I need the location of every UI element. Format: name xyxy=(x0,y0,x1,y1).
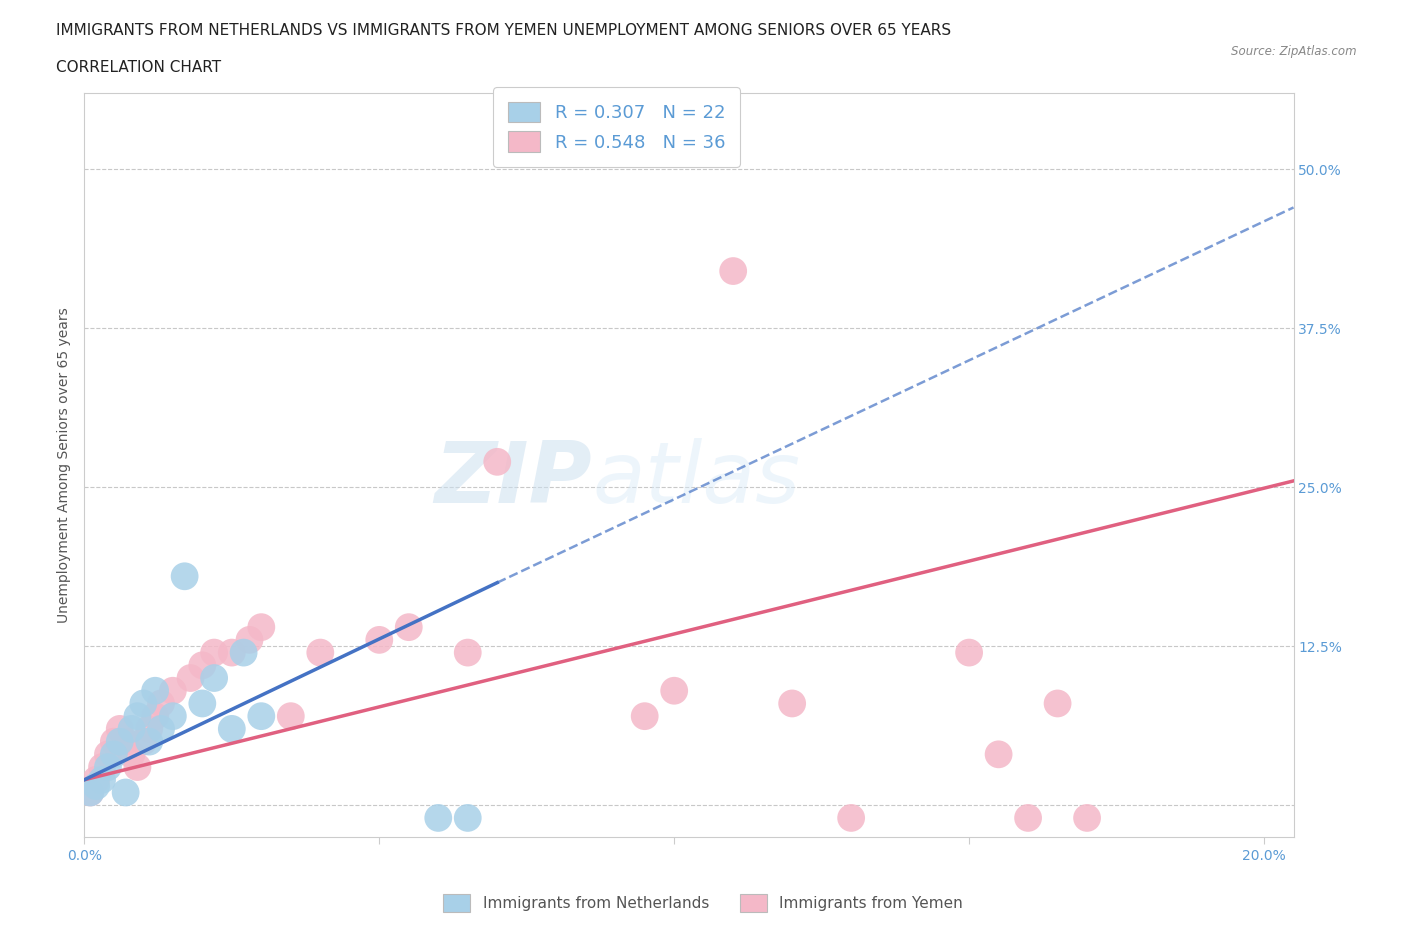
Point xyxy=(127,709,149,724)
Point xyxy=(664,684,686,698)
Point xyxy=(957,645,980,660)
Point xyxy=(108,722,131,737)
Point xyxy=(132,696,155,711)
Y-axis label: Unemployment Among Seniors over 65 years: Unemployment Among Seniors over 65 years xyxy=(58,307,72,623)
Point xyxy=(150,696,173,711)
Point xyxy=(191,696,214,711)
Point xyxy=(91,772,114,787)
Point xyxy=(108,734,131,749)
Point xyxy=(114,785,136,800)
Text: CORRELATION CHART: CORRELATION CHART xyxy=(56,60,221,75)
Point xyxy=(250,619,273,634)
Point xyxy=(127,760,149,775)
Text: Source: ZipAtlas.com: Source: ZipAtlas.com xyxy=(1232,45,1357,58)
Point xyxy=(202,671,225,685)
Point xyxy=(79,785,101,800)
Point xyxy=(121,747,143,762)
Point xyxy=(721,263,744,278)
Point xyxy=(250,709,273,724)
Point xyxy=(1076,810,1098,825)
Point xyxy=(84,778,107,793)
Point xyxy=(180,671,202,685)
Point xyxy=(280,709,302,724)
Point xyxy=(427,810,450,825)
Text: IMMIGRANTS FROM NETHERLANDS VS IMMIGRANTS FROM YEMEN UNEMPLOYMENT AMONG SENIORS : IMMIGRANTS FROM NETHERLANDS VS IMMIGRANT… xyxy=(56,23,952,38)
Point xyxy=(79,785,101,800)
Point xyxy=(232,645,254,660)
Point xyxy=(221,722,243,737)
Point xyxy=(143,684,166,698)
Point xyxy=(173,569,195,584)
Text: ZIP: ZIP xyxy=(434,438,592,522)
Point xyxy=(634,709,657,724)
Point xyxy=(221,645,243,660)
Point xyxy=(162,684,184,698)
Point xyxy=(114,734,136,749)
Point xyxy=(191,658,214,672)
Point xyxy=(103,734,125,749)
Point xyxy=(138,734,160,749)
Point xyxy=(150,722,173,737)
Point xyxy=(368,632,391,647)
Point xyxy=(1017,810,1039,825)
Point xyxy=(486,455,509,470)
Point xyxy=(309,645,332,660)
Point xyxy=(162,709,184,724)
Point xyxy=(97,747,120,762)
Point xyxy=(121,722,143,737)
Point xyxy=(457,810,479,825)
Point xyxy=(103,747,125,762)
Point xyxy=(1046,696,1069,711)
Point xyxy=(398,619,420,634)
Point xyxy=(202,645,225,660)
Point xyxy=(457,645,479,660)
Point xyxy=(138,722,160,737)
Legend: Immigrants from Netherlands, Immigrants from Yemen: Immigrants from Netherlands, Immigrants … xyxy=(437,888,969,918)
Text: atlas: atlas xyxy=(592,438,800,522)
Point xyxy=(84,772,107,787)
Point xyxy=(780,696,803,711)
Point xyxy=(91,760,114,775)
Point xyxy=(143,709,166,724)
Legend: R = 0.307   N = 22, R = 0.548   N = 36: R = 0.307 N = 22, R = 0.548 N = 36 xyxy=(494,87,740,166)
Point xyxy=(987,747,1010,762)
Point xyxy=(238,632,260,647)
Point xyxy=(839,810,862,825)
Point xyxy=(132,734,155,749)
Point xyxy=(97,760,120,775)
